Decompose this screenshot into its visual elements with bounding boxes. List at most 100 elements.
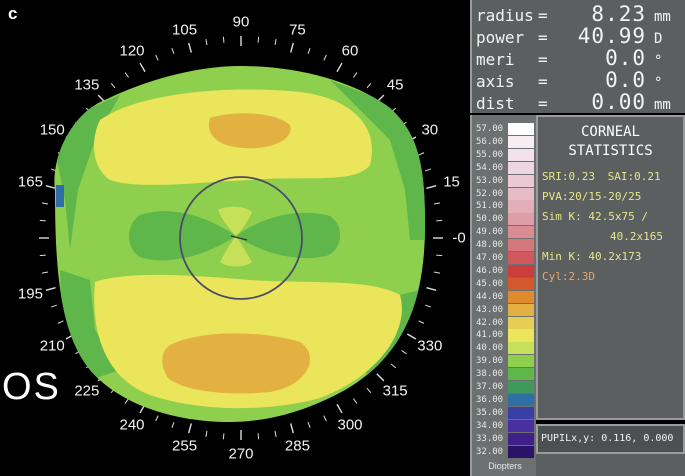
degree-tick [274, 430, 277, 438]
degree-label: 150 [39, 121, 65, 139]
scale-color-swatch [508, 393, 534, 407]
scale-value-label: 37.00 [476, 382, 504, 392]
degree-label: 165 [17, 173, 43, 191]
scale-row: 46.00 [472, 264, 536, 278]
scale-color-swatch [508, 226, 534, 239]
scale-color-swatch [508, 342, 534, 355]
scale-row: 49.00 [472, 226, 536, 239]
scale-color-swatch [508, 135, 534, 149]
readout-unit: ° [654, 75, 663, 91]
readout-unit: ° [654, 53, 663, 69]
degree-tick [257, 36, 260, 43]
scale-row: 36.00 [472, 393, 536, 407]
scale-row: 44.00 [472, 290, 536, 303]
degree-tick [51, 304, 57, 308]
scale-value-label: 48.00 [476, 240, 504, 251]
pupil-circle [179, 176, 303, 300]
degree-tick [39, 219, 46, 222]
scale-row: 33.00 [472, 432, 536, 445]
degree-tick [406, 333, 417, 340]
scale-color-swatch [508, 264, 534, 278]
scale-color-swatch [508, 161, 534, 174]
scale-row: 55.00 [472, 148, 536, 161]
degree-tick [376, 373, 385, 382]
degree-tick [336, 403, 343, 414]
scale-value-label: 47.00 [476, 253, 504, 263]
stats-sai: SAI:0.21 [607, 170, 661, 183]
degree-tick [336, 62, 343, 73]
scale-value-label: 41.00 [476, 330, 504, 341]
scale-value-label: 51.00 [476, 201, 504, 212]
scale-color-swatch [508, 252, 534, 265]
scale-value-label: 53.00 [476, 175, 504, 186]
degree-tick [57, 320, 64, 324]
scale-value-label: 52.00 [476, 188, 504, 199]
scale-row: 41.00 [472, 329, 536, 342]
degree-tick [433, 202, 441, 205]
degree-tick [39, 254, 46, 257]
degree-tick [425, 304, 431, 308]
scale-row: 32.00 [472, 445, 536, 458]
scale-color-swatch [508, 148, 534, 161]
radius-value: 8.23 [591, 2, 646, 26]
degree-tick [139, 62, 146, 73]
stats-sri: SRI:0.23 [542, 170, 595, 183]
meri-value: 0.0 [605, 46, 646, 70]
readout-unit: mm [654, 9, 671, 25]
degree-tick [222, 433, 225, 440]
readout-axis-row: axis = 0.0 ° [476, 68, 685, 92]
degree-label: 315 [382, 382, 408, 400]
scale-color-swatch [508, 329, 534, 342]
degree-tick [205, 38, 208, 46]
scale-row: 35.00 [472, 406, 536, 419]
scale-row: 56.00 [472, 135, 536, 149]
degree-tick [433, 271, 441, 274]
axis-value: 0.0 [605, 68, 646, 92]
scale-row: 45.00 [472, 277, 536, 290]
scale-row: 50.00 [472, 213, 536, 226]
scale-row: 53.00 [472, 174, 536, 187]
scale-value-label: 44.00 [476, 291, 504, 302]
readout-dist-row: dist = 0.00 mm [476, 90, 685, 114]
scale-value-label: 42.00 [476, 317, 504, 328]
degree-label: 45 [386, 76, 404, 94]
degree-tick [401, 350, 407, 355]
scale-value-label: 55.00 [476, 149, 504, 160]
degree-label: 330 [417, 337, 443, 355]
degree-tick [436, 219, 443, 222]
scale-value-label: 50.00 [476, 214, 504, 225]
degree-tick [418, 320, 425, 324]
scale-color-swatch [508, 200, 534, 213]
degree-tick [155, 415, 159, 422]
degree-label: 30 [421, 121, 439, 139]
degree-tick [418, 152, 425, 156]
degree-tick [171, 422, 175, 428]
scale-color-swatch [508, 277, 534, 290]
corneal-topography-map[interactable] [0, 0, 468, 476]
diopter-color-scale: 57.00 56.00 55.00 54.00 53.00 52.00 51.00 50.00… [470, 115, 536, 476]
bottom-panel [536, 454, 685, 476]
scale-row: 43.00 [472, 303, 536, 316]
scale-value-label: 49.00 [476, 227, 504, 238]
scale-color-swatch [508, 316, 534, 329]
degree-tick [425, 168, 431, 172]
scale-color-swatch [508, 432, 534, 445]
scale-row: 48.00 [472, 239, 536, 252]
scale-color-swatch [508, 445, 534, 458]
degree-tick [390, 363, 397, 369]
degree-label: 15 [443, 173, 460, 191]
degree-tick [124, 398, 129, 404]
readout-label: radius [476, 6, 534, 25]
scale-value-label: 45.00 [476, 278, 504, 289]
degree-tick [222, 36, 225, 43]
degree-tick [45, 185, 56, 189]
degree-label: 225 [74, 382, 100, 400]
degree-tick [171, 48, 175, 54]
degree-label: 285 [284, 437, 310, 455]
readout-label: power [476, 28, 525, 47]
scale-color-swatch [508, 123, 534, 136]
degree-tick [188, 42, 192, 53]
degree-tick [436, 254, 443, 257]
degree-label: 90 [232, 13, 250, 31]
degree-label: 120 [119, 42, 145, 60]
